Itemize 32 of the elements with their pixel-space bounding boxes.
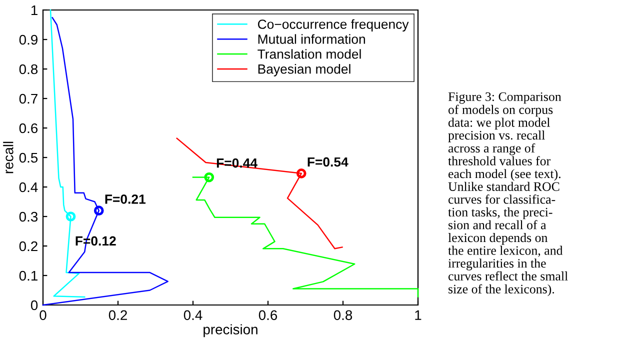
legend-label: Co−occurrence frequency xyxy=(258,19,409,32)
y-tick-label: 0.4 xyxy=(19,182,38,192)
annotation: F=0.21 xyxy=(105,194,146,204)
annotation: F=0.54 xyxy=(308,157,348,167)
x-tick-label: 0.2 xyxy=(108,310,127,320)
y-tick-label: 1 xyxy=(31,5,38,16)
y-tick-label: 0.2 xyxy=(19,241,38,252)
legend-label: Mutual information xyxy=(258,34,366,44)
x-tick-label: 1 xyxy=(415,310,422,320)
y-axis-title: recall xyxy=(3,142,14,174)
point xyxy=(296,168,306,178)
y-tick-label: 0.8 xyxy=(19,64,38,74)
x-tick-label: 0.4 xyxy=(184,310,202,320)
x-tick-label: 0.8 xyxy=(334,310,352,320)
y-tick-label: 0.9 xyxy=(19,34,38,45)
y-tick-label: 0.5 xyxy=(19,152,38,163)
y-tick-label: 0.7 xyxy=(19,94,38,104)
y-tick-label: 0 xyxy=(30,300,38,310)
legend-label: Bayesian model xyxy=(258,64,350,76)
line-series xyxy=(42,17,168,306)
point xyxy=(204,172,214,182)
x-axis-title: precision xyxy=(204,324,258,338)
y-tick-label: 0.1 xyxy=(19,270,38,281)
annotation: F=0.44 xyxy=(216,158,258,168)
legend-label: Translation model xyxy=(258,49,361,59)
x-tick-label: 0.6 xyxy=(258,310,278,320)
y-tick-label: 0.3 xyxy=(19,212,38,222)
y-tick-label: 0.6 xyxy=(19,123,38,134)
point xyxy=(94,206,104,216)
text: Figure 3: Comparison of models on corpus data: we plot model precision vs. recall across a range of threshold values for each model (see text). Unlike standard ROC curves for classifica- tion tasks, the preci- sion and recall of a lexicon depends on the entire lexicon, and irregularities in the curves reflect the small size of the lexicons). xyxy=(448,92,568,296)
point xyxy=(66,212,76,222)
x-tick-label: 0 xyxy=(40,310,46,320)
